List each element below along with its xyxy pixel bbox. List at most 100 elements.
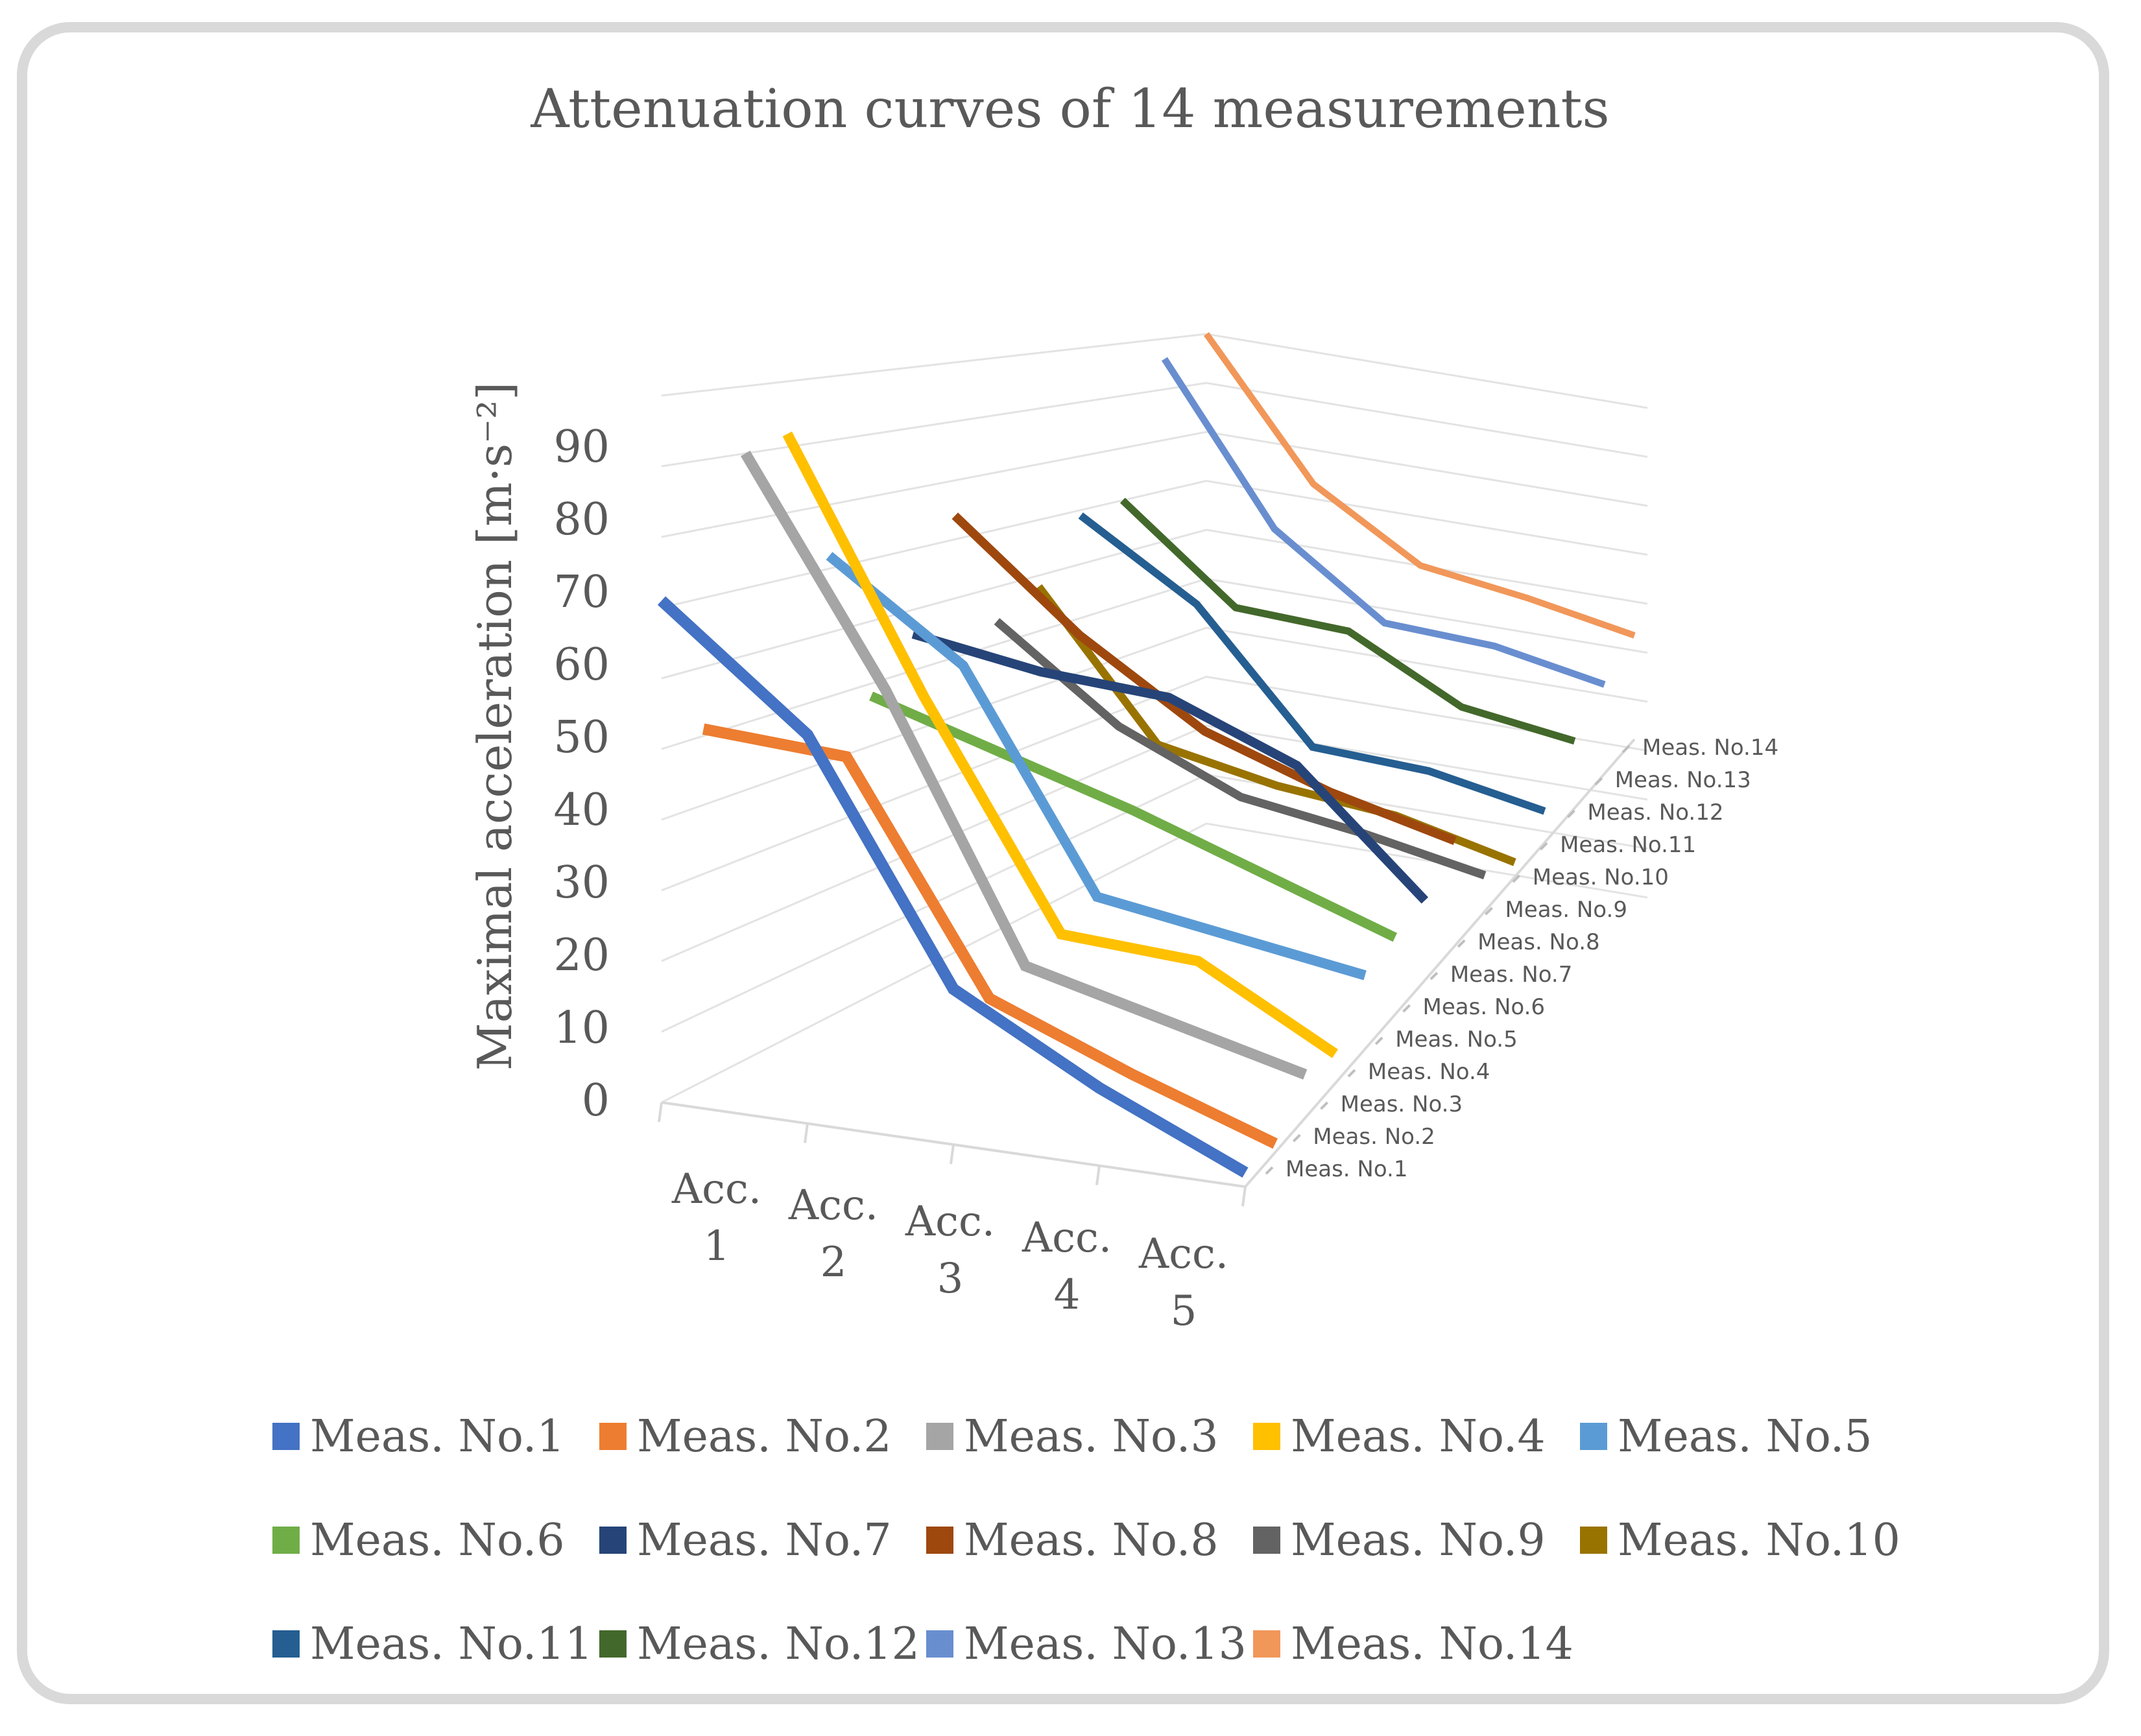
gridline [661,431,1648,538]
depth-axis-label: Meas. No.6 [1423,994,1546,1020]
x-tick [1241,1186,1247,1207]
depth-tick [1594,777,1603,786]
gridline [661,333,1648,409]
legend-swatch [272,1630,300,1658]
depth-axis-label: Meas. No.2 [1313,1124,1435,1150]
depth-tick [1485,907,1493,916]
legend-item: Meas. No.4 [1253,1407,1580,1466]
legend-swatch [599,1423,627,1450]
y-tick-label: 40 [553,785,610,836]
legend-item: Meas. No.10 [1580,1511,1907,1569]
depth-axis: Meas. No.1 Meas. No.2 Meas. No.3 Meas. No.4… [1244,735,1778,1188]
series-line-1 [657,596,1249,1178]
y-axis-title: Maximal acceleration [m·s⁻²] [468,382,522,1071]
legend-swatch [1253,1630,1280,1658]
x-tick [1095,1165,1101,1185]
y-tick-label: 30 [553,857,610,909]
chart-legend: Meas. No.1 Meas. No.2 Meas. No.3 Meas. No.4… [272,1407,1933,1673]
legend-label: Meas. No.8 [964,1514,1219,1566]
x-tick-label-line: 2 [820,1239,847,1287]
depth-tick [1374,1036,1383,1045]
chart-frame [17,22,2109,1704]
legend-label: Meas. No.12 [637,1618,920,1670]
y-tick-label: 20 [553,930,610,981]
series-line-2 [702,723,1278,1149]
gridline [661,381,1648,468]
legend-label: Meas. No.11 [310,1618,593,1670]
legend-label: Meas. No.1 [310,1410,565,1462]
gridline [661,577,1648,750]
legend-item: Meas. No.2 [599,1407,926,1466]
series-line-13 [1161,357,1606,688]
legend-label: Meas. No.10 [1618,1514,1900,1566]
legend-label: Meas. No.9 [1291,1514,1546,1566]
legend-item: Meas. No.6 [272,1511,599,1569]
y-tick-label: 0 [582,1075,610,1126]
gridline [661,773,1648,1033]
y-tick-label: 70 [553,567,610,618]
legend-item: Meas. No.9 [1253,1511,1580,1569]
depth-axis-label: Meas. No.11 [1560,832,1696,858]
depth-tick [1512,874,1521,883]
depth-axis-label: Meas. No.4 [1368,1059,1490,1085]
depth-axis-label: Meas. No.10 [1533,864,1669,890]
legend-swatch [1253,1527,1280,1554]
depth-axis-label: Meas. No.3 [1341,1091,1463,1117]
gridline [661,724,1648,962]
series-line-9 [994,618,1487,879]
series-line-11 [1078,512,1546,815]
legend-swatch [272,1423,300,1450]
depth-axis-label: Meas. No.5 [1395,1027,1518,1052]
legend-item: Meas. No.7 [599,1511,926,1569]
x-tick [950,1144,955,1165]
x-tick-label-line: 4 [1054,1271,1081,1319]
legend-label: Meas. No.14 [1291,1618,1573,1670]
legend-label: Meas. No.13 [964,1618,1247,1670]
depth-tick [1621,744,1631,754]
chart-title: Attenuation curves of 14 measurements [530,78,1609,140]
x-tick-label-line: Acc. [671,1165,761,1213]
legend-swatch [1253,1423,1280,1450]
y-tick-label: 90 [553,422,610,473]
x-tick-label-line: 1 [704,1222,730,1270]
y-tick-label: 60 [553,639,610,691]
legend-label: Meas. No.4 [1291,1410,1546,1462]
gridline [661,626,1648,821]
legend-swatch [926,1527,953,1554]
x-tick-label: Acc. 4 [1022,1214,1112,1319]
depth-tick [1292,1134,1301,1143]
series-line-3 [740,450,1308,1080]
x-tick [804,1123,809,1143]
series-line-14 [1203,332,1636,639]
legend-item: Meas. No.12 [599,1615,926,1673]
depth-tick [1429,971,1439,981]
depth-tick [1402,1004,1411,1013]
depth-tick [1539,842,1548,851]
x-tick-label-line: Acc. [788,1182,878,1230]
y-tick-label: 10 [553,1003,610,1054]
legend-label: Meas. No.6 [310,1514,565,1566]
x-tick-label-line: 5 [1171,1287,1197,1335]
depth-tick [1347,1069,1356,1078]
x-tick-label: Acc. 5 [1138,1230,1228,1335]
legend-label: Meas. No.2 [637,1410,892,1462]
depth-axis-label: Meas. No.13 [1615,767,1751,793]
gridlines [661,333,1648,1188]
depth-tick [1457,939,1466,948]
legend-item: Meas. No.14 [1253,1615,1580,1673]
depth-tick [1265,1166,1274,1175]
depth-axis-label: Meas. No.12 [1587,800,1723,826]
legend-label: Meas. No.5 [1618,1410,1872,1462]
y-tick-label: 50 [553,712,610,763]
legend-swatch [272,1527,300,1554]
x-tick-label: Acc. 3 [905,1198,995,1303]
x-tick-label-line: Acc. [1138,1230,1228,1278]
depth-axis-line [1244,738,1636,1188]
depth-axis-label: Meas. No.9 [1505,897,1627,923]
legend-swatch [926,1423,953,1450]
legend-item: Meas. No.8 [926,1511,1253,1569]
legend-swatch [599,1630,627,1658]
depth-axis-label: Meas. No.14 [1642,735,1778,761]
legend-item: Meas. No.5 [1580,1407,1907,1466]
